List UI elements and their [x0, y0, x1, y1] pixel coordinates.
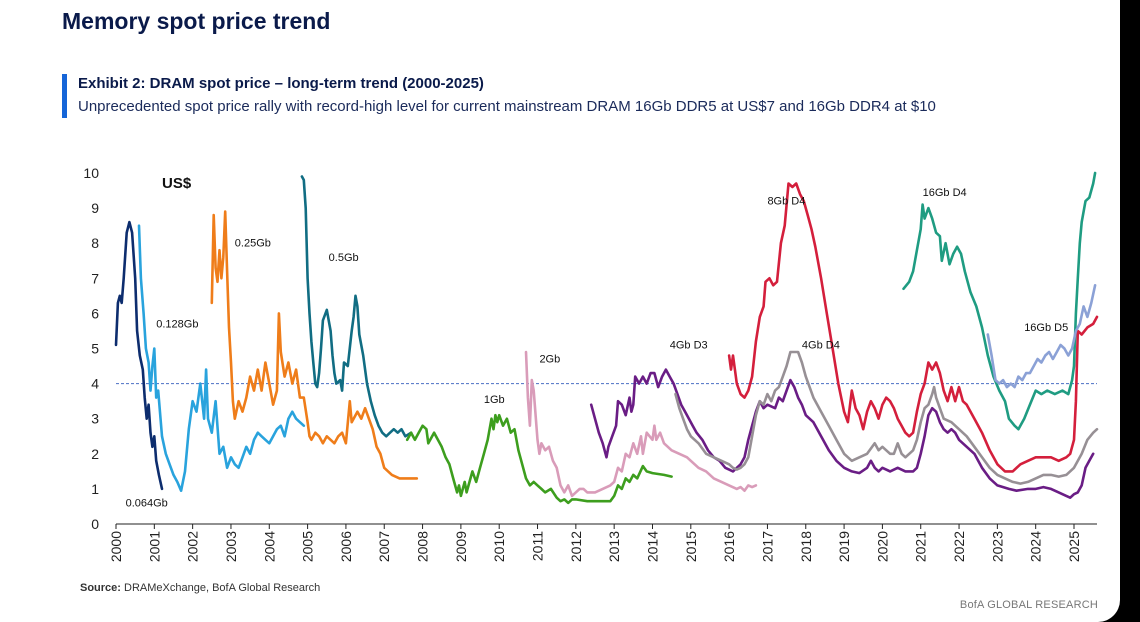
series-label: 16Gb D4	[923, 187, 967, 199]
x-tick-label: 2005	[300, 531, 316, 562]
series-label: 0.128Gb	[156, 318, 198, 330]
source-label: Source:	[80, 582, 121, 594]
y-tick-label: 7	[91, 270, 99, 286]
page-title: Memory spot price trend	[62, 8, 331, 34]
series-label: 2Gb	[539, 354, 560, 366]
exhibit-subtitle: Unprecedented spot price rally with reco…	[78, 98, 936, 115]
x-tick-label: 2021	[913, 531, 929, 562]
y-tick-label: 6	[91, 305, 99, 321]
exhibit-accent-bar	[62, 74, 67, 118]
y-tick-label: 2	[91, 446, 99, 462]
x-tick-label: 2017	[759, 531, 775, 562]
x-tick-label: 2025	[1066, 531, 1082, 562]
y-tick-label: 8	[91, 235, 99, 251]
x-tick-label: 2014	[644, 531, 660, 562]
y-tick-label: 1	[91, 481, 99, 497]
x-tick-label: 2008	[415, 531, 431, 562]
series-label: 1Gb	[484, 394, 505, 406]
x-tick-label: 2018	[798, 531, 814, 562]
series-line-4gb-d4	[674, 350, 1099, 485]
x-tick-label: 2012	[568, 531, 584, 562]
exhibit-title: Exhibit 2: DRAM spot price – long-term t…	[78, 75, 484, 92]
series-line-8gb-d4	[727, 182, 1099, 473]
series-line-0-064gb	[114, 220, 164, 491]
x-tick-label: 2022	[951, 531, 967, 562]
x-tick-label: 2019	[836, 531, 852, 562]
unit-label: US$	[162, 175, 192, 192]
y-tick-label: 10	[83, 165, 99, 181]
x-tick-label: 2020	[874, 531, 890, 562]
y-tick-label: 9	[91, 200, 99, 216]
series-label: 4Gb D4	[802, 340, 840, 352]
x-tick-label: 2023	[989, 531, 1005, 562]
y-tick-label: 5	[91, 341, 99, 357]
x-tick-label: 2013	[606, 531, 622, 562]
series-label: 4Gb D3	[670, 340, 708, 352]
series-label: 0.25Gb	[235, 238, 271, 250]
x-tick-label: 2006	[338, 531, 354, 562]
series-label: 0.5Gb	[329, 252, 359, 264]
x-tick-label: 2009	[453, 531, 469, 562]
brand-footer: BofA GLOBAL RESEARCH	[959, 599, 1098, 611]
dram-price-chart: 0 1 2 3 4 5 6 7 8 9 10 2000 2001 2002 2003 2004 2005 2006…	[83, 165, 1099, 562]
x-tick-label: 2007	[376, 531, 392, 562]
series-label: 0.064Gb	[126, 497, 168, 509]
series-label: 16Gb D5	[1024, 322, 1068, 334]
series-label: 8Gb D4	[767, 196, 805, 208]
x-tick-label: 2024	[1028, 531, 1044, 562]
series-line-4gb-d3	[589, 368, 1095, 499]
source-note: Source: DRAMeXchange, BofA Global Resear…	[80, 582, 320, 594]
y-tick-label: 0	[91, 516, 99, 532]
x-tick-label: 2011	[530, 531, 546, 561]
x-tick-label: 2002	[185, 531, 201, 562]
y-tick-label: 4	[91, 376, 99, 392]
y-tick-label: 3	[91, 411, 99, 427]
series-line-16gb-d5	[986, 284, 1097, 389]
series-line-1gb	[405, 413, 673, 505]
x-tick-label: 2001	[146, 531, 162, 562]
series-line-2gb	[524, 350, 758, 498]
x-tick-label: 2003	[223, 531, 239, 562]
x-tick-label: 2004	[261, 531, 277, 562]
x-tick-label: 2010	[491, 531, 507, 562]
series-line-0-128gb	[137, 224, 306, 492]
series-line-0-5gb	[300, 175, 413, 438]
series-line-0-25gb	[210, 210, 419, 480]
source-text: DRAMeXchange, BofA Global Research	[124, 582, 321, 594]
x-tick-label: 2000	[108, 531, 124, 562]
x-tick-label: 2016	[721, 531, 737, 562]
x-tick-label: 2015	[683, 531, 699, 562]
